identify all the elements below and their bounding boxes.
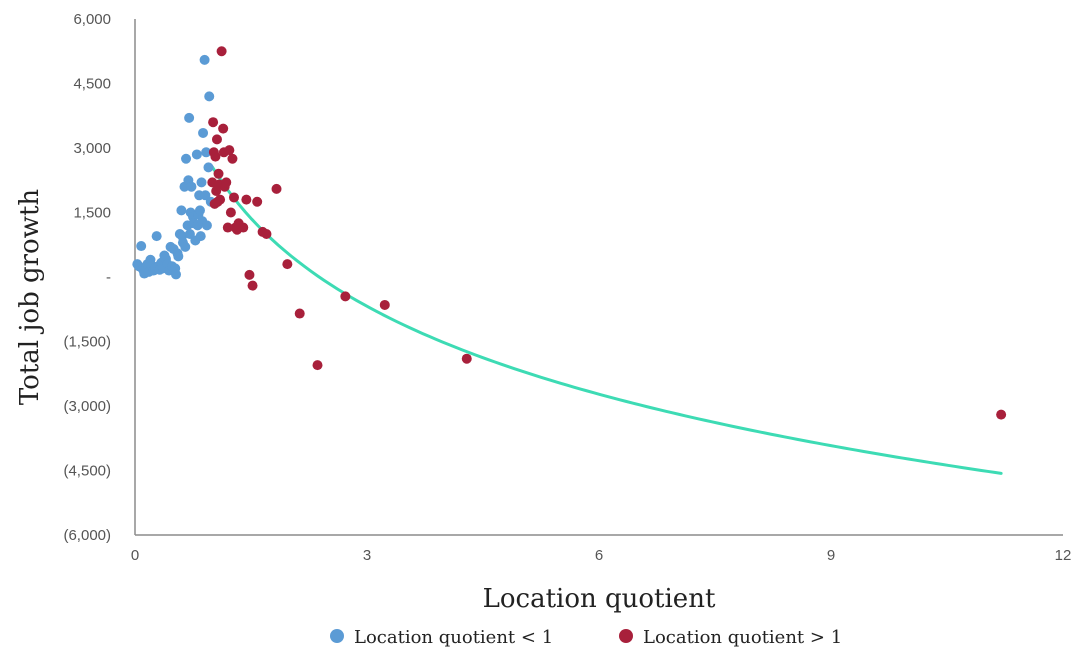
y-tick-label: (6,000): [63, 527, 111, 544]
point-lq-below-1: [180, 241, 191, 252]
y-tick-label: -: [106, 269, 111, 286]
point-lq-above-1: [379, 299, 390, 310]
x-tick-label: 3: [363, 547, 371, 564]
trendline-group: [210, 165, 1003, 475]
point-lq-below-1: [204, 91, 215, 102]
point-lq-above-1: [261, 229, 272, 239]
x-tick-label: 0: [131, 547, 139, 564]
point-lq-above-1: [252, 196, 263, 207]
point-lq-above-1: [244, 269, 255, 280]
point-lq-below-1: [203, 162, 214, 173]
point-lq-below-1: [195, 231, 206, 242]
point-lq-below-1: [199, 54, 210, 65]
point-lq-above-1: [271, 183, 282, 194]
x-tick-label: 9: [827, 547, 835, 564]
point-lq-above-1: [215, 194, 226, 205]
legend-marker-lq-above-1: [619, 629, 633, 643]
point-lq-above-1: [340, 291, 351, 302]
point-lq-above-1: [213, 168, 224, 179]
y-tick-label: 4,500: [73, 76, 111, 93]
point-lq-below-1: [186, 181, 197, 192]
y-tick-label: (1,500): [63, 334, 111, 351]
y-tick-label: 1,500: [73, 205, 111, 222]
point-lq-above-1: [221, 177, 232, 188]
y-tick-label: 3,000: [73, 140, 111, 157]
point-lq-below-1: [151, 231, 162, 242]
y-tick-labels: 6,000 4,500 3,000 1,500 - (1,500) (3,000) (4,50…: [63, 11, 111, 544]
x-tick-label: 12: [1055, 547, 1072, 564]
point-lq-below-1: [196, 177, 207, 188]
point-lq-above-1: [211, 134, 222, 145]
point-lq-above-1: [312, 360, 323, 371]
axes: [134, 19, 1063, 536]
trendline: [210, 165, 1003, 475]
point-lq-below-1: [201, 220, 212, 231]
legend-marker-lq-below-1: [330, 629, 344, 643]
point-lq-above-1: [282, 259, 293, 270]
y-tick-label: (3,000): [63, 398, 111, 415]
x-axis-title: Location quotient: [483, 584, 716, 614]
point-lq-below-1: [176, 205, 187, 216]
point-lq-above-1: [224, 145, 235, 156]
point-lq-above-1: [218, 123, 229, 134]
point-lq-below-1: [173, 251, 184, 262]
point-lq-above-1: [225, 207, 236, 218]
point-lq-below-1: [194, 205, 205, 216]
point-lq-below-1: [170, 269, 181, 280]
point-lq-above-1: [247, 280, 258, 291]
data-points: [132, 46, 1007, 420]
point-lq-above-1: [222, 222, 233, 233]
point-lq-below-1: [184, 112, 195, 123]
point-lq-above-1: [996, 409, 1007, 420]
point-lq-above-1: [461, 353, 472, 364]
y-tick-label: (4,500): [63, 463, 111, 480]
y-tick-label: 6,000: [73, 11, 111, 28]
y-axis-title: Total job growth: [15, 189, 45, 406]
x-tick-labels: 0 3 6 9 12: [131, 547, 1072, 564]
point-lq-above-1: [227, 153, 238, 164]
point-lq-below-1: [201, 147, 212, 158]
point-lq-below-1: [198, 127, 209, 138]
x-tick-label: 6: [595, 547, 603, 564]
point-lq-above-1: [238, 222, 249, 233]
legend-label-lq-above-1: Location quotient > 1: [643, 627, 842, 648]
point-lq-above-1: [241, 194, 252, 205]
point-lq-below-1: [136, 241, 147, 252]
point-lq-above-1: [294, 308, 305, 319]
point-lq-above-1: [228, 192, 239, 203]
point-lq-above-1: [216, 46, 227, 57]
point-lq-above-1: [210, 151, 221, 162]
point-lq-below-1: [181, 153, 192, 164]
legend: Location quotient < 1 Location quotient …: [330, 627, 842, 648]
point-lq-below-1: [191, 149, 202, 160]
legend-label-lq-below-1: Location quotient < 1: [354, 627, 553, 648]
point-lq-above-1: [208, 117, 219, 128]
